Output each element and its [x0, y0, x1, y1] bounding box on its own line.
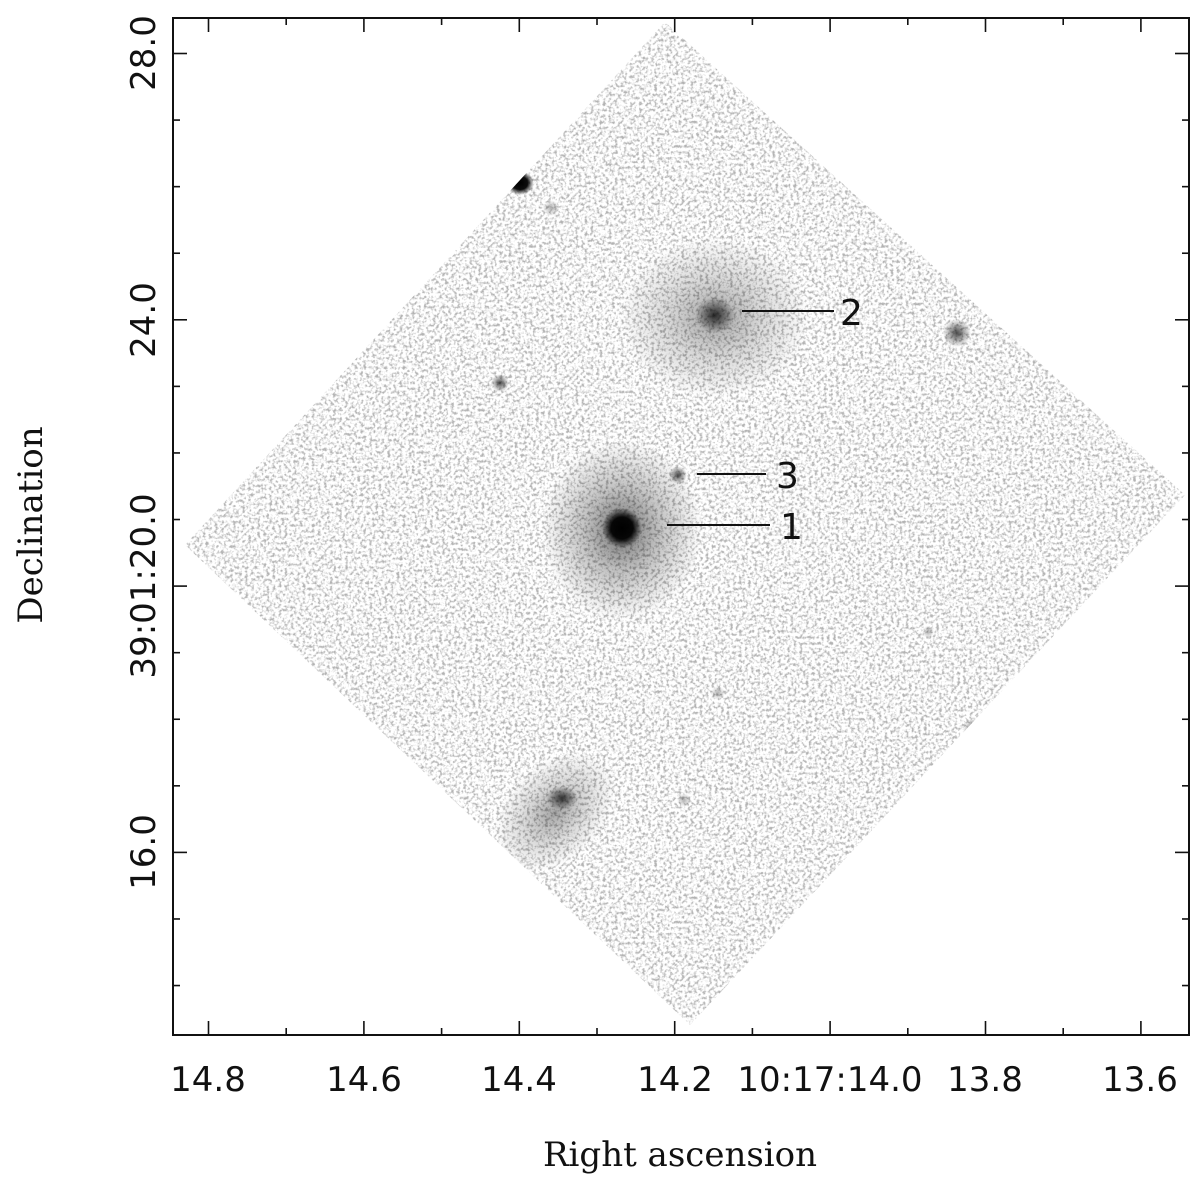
y-tick-label: 28.0 [124, 15, 164, 91]
plot-frame [172, 17, 1190, 1036]
y-tick-label: 16.0 [124, 814, 164, 890]
y-tick-labels: 28.0 24.0 39:01:20.0 16.0 [124, 15, 164, 890]
field-object [677, 793, 691, 807]
x-tick-label: 14.2 [637, 1060, 713, 1100]
x-tick-label: 14.6 [326, 1060, 402, 1100]
source-annotations: 1 2 3 [667, 293, 863, 548]
x-tick-label: 14.8 [170, 1060, 246, 1100]
source-3-blob [669, 466, 687, 484]
x-tick-label: 13.6 [1102, 1060, 1178, 1100]
x-axis-title: Right ascension [543, 1135, 817, 1175]
x-tick-label: 10:17:14.0 [737, 1060, 922, 1100]
field-object [543, 200, 559, 216]
x-tick-label: 13.8 [947, 1060, 1023, 1100]
field-object [494, 751, 616, 873]
y-axis-title: Declination [11, 426, 51, 623]
x-tick-labels: 14.8 14.6 14.4 14.2 10:17:14.0 13.8 13.6 [170, 1060, 1178, 1100]
field-object [711, 686, 725, 700]
field-object [943, 319, 971, 347]
y-tick-label: 39:01:20.0 [124, 493, 164, 678]
field-object [546, 786, 578, 810]
field-object [922, 626, 934, 638]
source-2-label: 2 [840, 293, 863, 334]
axis-ticks [173, 18, 1189, 1035]
source-1-label: 1 [780, 507, 803, 548]
source-1-core [602, 508, 642, 548]
field-object [491, 374, 509, 392]
source-2-core [695, 297, 735, 333]
x-tick-label: 14.4 [481, 1060, 557, 1100]
source-3-label: 3 [776, 456, 799, 497]
y-tick-label: 24.0 [124, 282, 164, 358]
